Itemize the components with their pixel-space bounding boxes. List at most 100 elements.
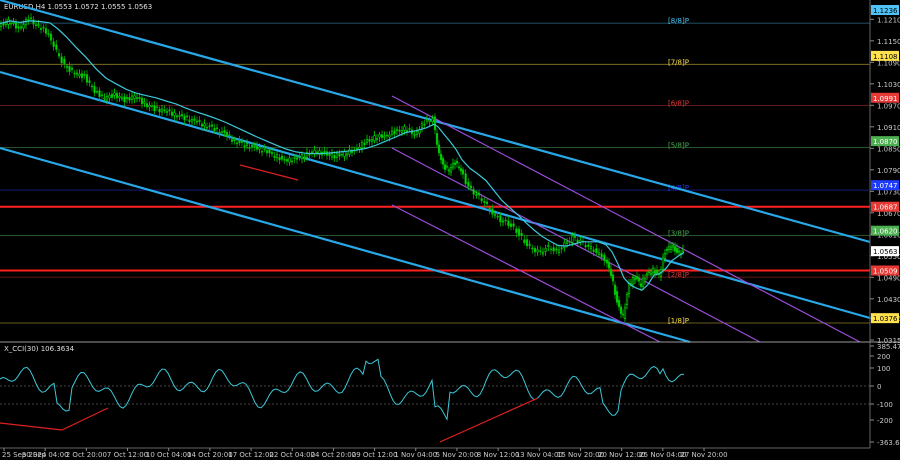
candle-body <box>611 274 615 282</box>
candle-body <box>393 130 396 135</box>
candle-body <box>607 261 611 269</box>
cci-divergence-line-3 <box>439 397 539 443</box>
main-price-pane[interactable]: EURUSD,H4 1.0553 1.0572 1.0555 1.0563 [8… <box>0 0 900 345</box>
candle-body <box>623 307 627 319</box>
price-level-tag-label: 1.0563 <box>873 248 898 256</box>
candle-body <box>118 95 121 98</box>
candle-body <box>472 188 475 195</box>
price-level-tag <box>871 180 899 191</box>
candle-body <box>345 153 349 156</box>
time-tick-label: 13 Nov 04:00 <box>516 451 563 459</box>
candle-body <box>385 134 389 137</box>
candle-body <box>343 151 346 157</box>
candle-body <box>208 125 211 128</box>
candle-body <box>288 157 291 163</box>
candle-body <box>160 108 164 113</box>
cci-tick-label: -363.641 <box>877 439 900 447</box>
price-level-tag-label: 1.0687 <box>873 204 898 212</box>
candle-body <box>78 73 81 77</box>
candle-body <box>258 146 261 150</box>
murrey-label: [8/8]P <box>668 17 689 25</box>
price-tick-label: 1.0430 <box>877 296 900 304</box>
candle-body <box>363 142 366 146</box>
candle-body <box>555 248 558 251</box>
candle-body <box>398 129 401 132</box>
candle-body <box>449 167 453 173</box>
candle-body <box>17 26 20 29</box>
candle-body <box>265 150 269 154</box>
candle-body <box>300 154 304 160</box>
candle-body <box>113 92 116 96</box>
price-tick-label: 1.0550 <box>877 253 900 261</box>
candle-body <box>400 129 404 133</box>
candle-body <box>245 143 249 146</box>
candle-body <box>613 284 617 295</box>
candle-body <box>425 119 429 122</box>
price-level-tag <box>871 92 899 103</box>
price-level-tag-label: 1.1236 <box>873 7 898 15</box>
candle-body <box>467 182 470 187</box>
candle-body <box>496 215 499 218</box>
candle-body <box>47 33 50 35</box>
candle-body <box>170 111 174 116</box>
price-tick-label: 1.0790 <box>877 167 900 175</box>
candle-body <box>512 223 515 227</box>
price-tick-label: 1.0730 <box>877 188 900 196</box>
candle-body <box>330 153 334 158</box>
candle-body <box>103 97 106 100</box>
candle-body <box>517 228 521 237</box>
channel-middle-line <box>0 70 871 320</box>
time-tick-label: 15 Nov 20:00 <box>557 451 604 459</box>
candle-body <box>635 275 639 280</box>
candle-body <box>459 168 463 172</box>
candle-body <box>587 244 590 247</box>
candle-body <box>340 153 344 156</box>
candle-body <box>125 97 129 100</box>
candle-body <box>681 248 685 253</box>
candle-body <box>649 272 653 275</box>
candle-body <box>667 245 671 250</box>
candle-body <box>560 247 563 250</box>
candle-body <box>335 153 339 158</box>
candle-body <box>14 22 18 29</box>
candle-body <box>163 109 166 112</box>
cci-indicator-pane[interactable]: X_CCI(30) 106.3634 385.4725 200 100 0 -100 -2… <box>0 342 900 448</box>
candle-body <box>621 313 625 316</box>
candle-body <box>188 119 191 122</box>
candle-body <box>428 120 431 123</box>
candle-body <box>631 277 635 285</box>
candle-body <box>483 200 486 203</box>
candle-body <box>110 93 114 98</box>
candle-body <box>293 157 296 159</box>
time-tick-label: 24 Oct 20:00 <box>311 451 357 459</box>
candle-body <box>383 135 386 138</box>
candle-body <box>539 250 542 253</box>
candle-body <box>603 254 606 262</box>
candle-body <box>637 277 641 282</box>
candle-body <box>238 140 241 144</box>
candle-body <box>93 86 96 94</box>
candle-body <box>85 74 89 83</box>
murrey-label: [2/8]P <box>668 271 689 279</box>
candle-body <box>639 283 643 287</box>
candle-body <box>83 73 86 76</box>
cci-axis: 385.4725 200 100 0 -100 -200 -363.641 <box>870 343 900 447</box>
price-tick-label: 1.0850 <box>877 145 900 153</box>
time-tick-label: 27 Nov 20:00 <box>680 451 727 459</box>
purple-channel-upper <box>391 95 861 343</box>
candle-body <box>370 139 374 142</box>
candle-body <box>215 127 219 130</box>
price-tick-label: 1.1090 <box>877 59 900 67</box>
price-tick-label: 1.1210 <box>877 16 900 24</box>
candle-body <box>260 150 264 153</box>
cci-divergence-line-1 <box>0 422 63 431</box>
candle-body <box>310 151 314 154</box>
candle-body <box>441 158 445 165</box>
candle-body <box>225 131 229 137</box>
price-tick-label: 1.0490 <box>877 274 900 282</box>
purple-channel-lower <box>391 204 661 343</box>
candle-body <box>501 220 505 223</box>
candle-body <box>571 235 574 243</box>
